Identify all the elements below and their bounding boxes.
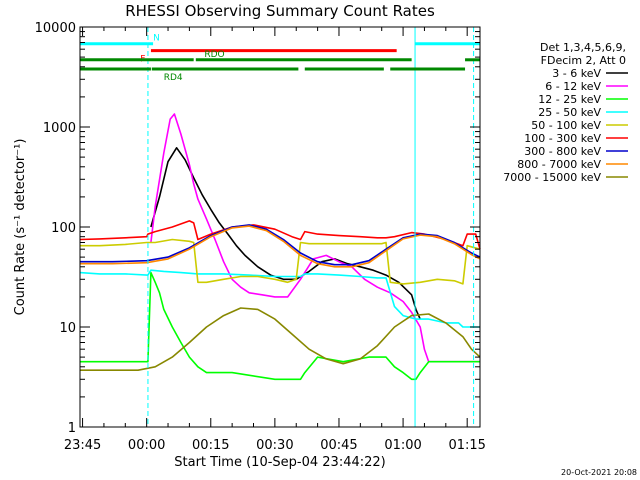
y-tick-label-3: 1000 bbox=[43, 121, 76, 136]
x-tick-label-5: 01:00 bbox=[384, 438, 421, 453]
series-line-0 bbox=[150, 147, 421, 320]
series-line-6 bbox=[80, 224, 481, 266]
y-tick-label-0: 1 bbox=[68, 421, 76, 436]
legend-entry-7: 800 - 7000 keV bbox=[517, 158, 601, 171]
flag-layer: NFRDORD4 bbox=[79, 27, 480, 427]
flag-label-RD4: RD4 bbox=[164, 73, 183, 83]
x-tick-label-2: 00:15 bbox=[192, 438, 229, 453]
axis-layer: 23:45 00:00 00:15 00:30 00:45 01:00 01:15 1 10 10… bbox=[35, 21, 486, 453]
plot-frame bbox=[79, 26, 481, 428]
x-tick-label-1: 00:00 bbox=[128, 438, 165, 453]
x-tick-label-6: 01:15 bbox=[448, 438, 485, 453]
x-tick-label-3: 00:30 bbox=[256, 438, 293, 453]
legend-entry-0: 3 - 6 keV bbox=[552, 67, 601, 80]
x-tick-label-4: 00:45 bbox=[320, 438, 357, 453]
date-stamp: 20-Oct-2021 20:08 bbox=[561, 468, 637, 477]
legend-header-1: FDecim 2, Att 0 bbox=[541, 54, 626, 67]
legend-entry-3: 25 - 50 keV bbox=[538, 106, 601, 119]
series-line-1 bbox=[150, 113, 480, 363]
flag-label-RDO: RDO bbox=[204, 50, 224, 60]
flag-label-N: N bbox=[153, 34, 160, 44]
y-axis-label: Count Rate (s⁻¹ detector⁻¹) bbox=[13, 139, 28, 316]
legend-entry-1: 6 - 12 keV bbox=[545, 80, 601, 93]
legend-entry-5: 100 - 300 keV bbox=[524, 132, 601, 145]
series-line-8 bbox=[80, 307, 481, 371]
y-tick-label-2: 100 bbox=[51, 221, 76, 236]
x-axis-label: Start Time (10-Sep-04 23:44:22) bbox=[174, 455, 385, 470]
legend-entry-2: 12 - 25 keV bbox=[538, 93, 601, 106]
legend-entry-6: 300 - 800 keV bbox=[524, 145, 601, 158]
chart-title: RHESSI Observing Summary Count Rates bbox=[125, 2, 435, 20]
series-line-3 bbox=[79, 269, 480, 328]
series-line-7 bbox=[80, 225, 481, 268]
series-line-4 bbox=[80, 238, 481, 285]
legend-header-0: Det 1,3,4,5,6,9, bbox=[540, 41, 626, 54]
legend-entry-4: 50 - 100 keV bbox=[531, 119, 601, 132]
legend-entry-8: 7000 - 15000 keV bbox=[503, 171, 601, 184]
y-tick-label-1: 10 bbox=[59, 321, 76, 336]
x-tick-label-0: 23:45 bbox=[64, 438, 101, 453]
legend: Det 1,3,4,5,6,9,FDecim 2, Att 03 - 6 keV… bbox=[503, 41, 628, 184]
y-tick-label-4: 10000 bbox=[35, 21, 76, 36]
series-layer bbox=[79, 113, 481, 381]
